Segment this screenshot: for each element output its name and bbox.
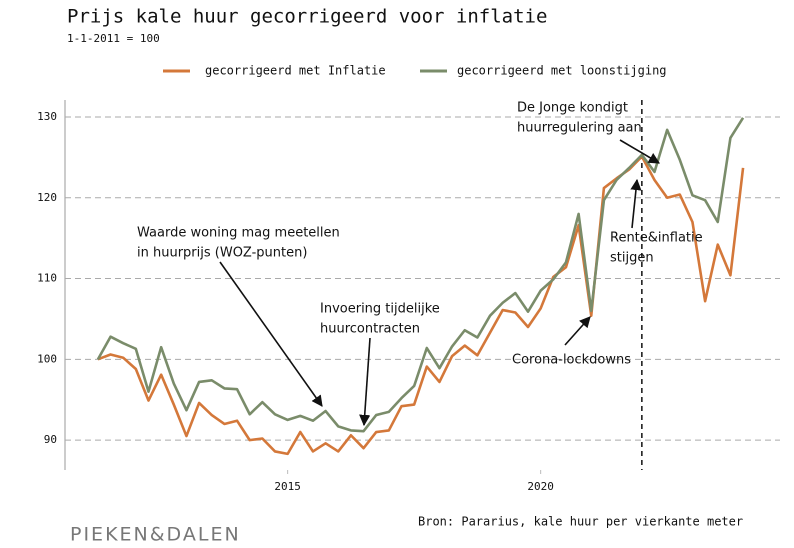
annotation-text: De Jonge kondigt: [517, 101, 628, 116]
annotation-text: Corona-lockdowns: [512, 353, 631, 368]
annotation-text: in huurprijs (WOZ-punten): [137, 246, 307, 261]
annotation-arrow: [564, 316, 591, 346]
annotation-arrow: [619, 139, 660, 164]
source: Bron: Pararius, kale huur per vierkante …: [418, 515, 743, 529]
y-tick-label: 100: [37, 352, 57, 365]
annotation-text: huurcontracten: [320, 322, 420, 337]
annotation-arrow: [219, 261, 323, 407]
logo: PIEKEN&DALEN: [70, 524, 241, 546]
annotation-text: Invoering tijdelijke: [320, 302, 440, 317]
y-tick-label: 120: [37, 191, 57, 204]
chart-subtitle: 1-1-2011 = 100: [67, 32, 160, 45]
annotation-arrow: [630, 178, 642, 229]
x-tick-label: 2015: [274, 480, 301, 493]
annotation-arrow: [359, 337, 371, 427]
annotation-text: Waarde woning mag meetellen: [137, 226, 340, 241]
annotation-text: stijgen: [610, 251, 654, 266]
y-tick-label: 90: [44, 433, 57, 446]
y-tick-label: 130: [37, 110, 57, 123]
x-tick-label: 2020: [527, 480, 554, 493]
series-line: [96, 117, 745, 433]
annotation-text: huurregulering aan: [517, 121, 642, 136]
annotation-text: Rente&inflatie: [610, 231, 703, 246]
legend-label: gecorrigeerd met loonstijging: [457, 64, 667, 78]
chart-title: Prijs kale huur gecorrigeerd voor inflat…: [67, 6, 547, 28]
legend-label: gecorrigeerd met Inflatie: [205, 64, 386, 78]
y-tick-label: 110: [37, 272, 57, 285]
